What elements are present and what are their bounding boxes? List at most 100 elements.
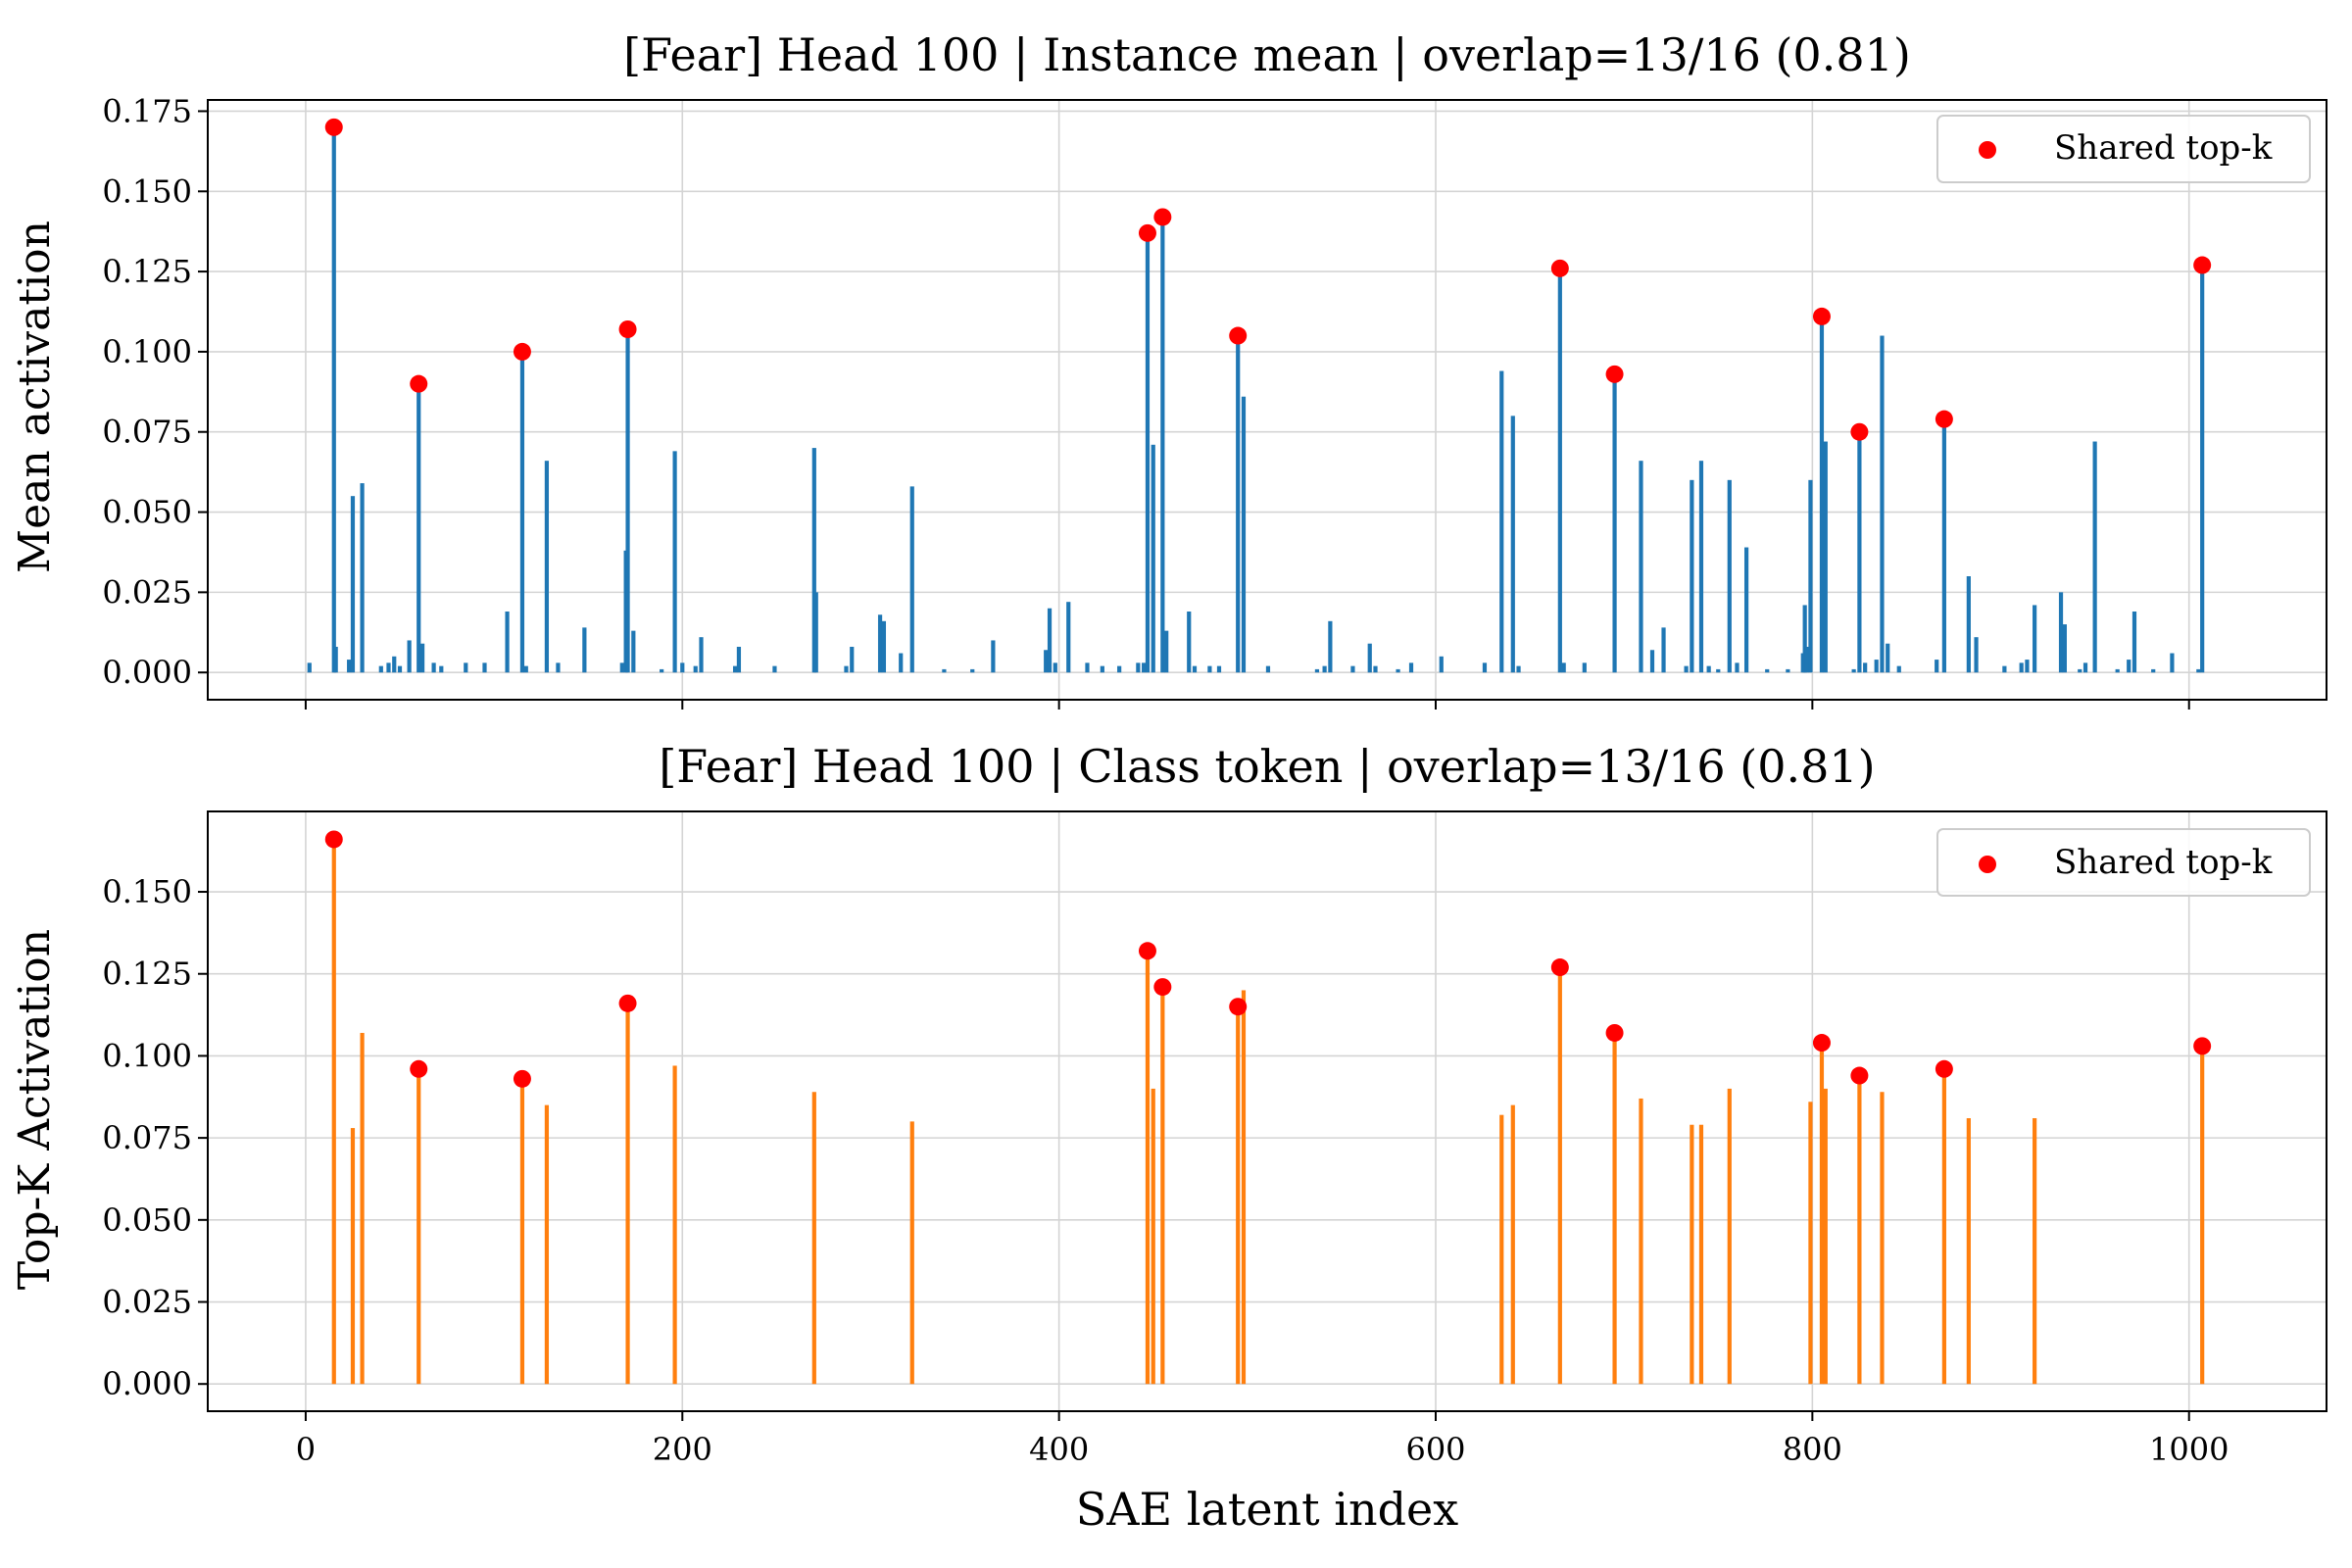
chart-title: [Fear] Head 100 | Class token | overlap=… <box>659 740 1875 793</box>
bar <box>1499 1114 1504 1385</box>
bar <box>1100 665 1104 673</box>
bar <box>1085 662 1090 673</box>
shared-topk-marker <box>1605 365 1624 383</box>
bar <box>1136 662 1141 673</box>
y-tick-label: 0.100 <box>102 333 192 370</box>
bar <box>1966 576 1971 673</box>
bar <box>1373 665 1378 673</box>
legend: Shared top-k <box>1936 828 2311 897</box>
bar <box>1880 1092 1885 1385</box>
bar <box>672 451 677 673</box>
bar <box>1863 662 1868 673</box>
bar <box>519 351 525 673</box>
bar <box>1236 1006 1241 1385</box>
bar <box>1265 665 1271 673</box>
bar <box>307 662 312 673</box>
bar <box>736 647 742 673</box>
bar <box>350 1128 356 1385</box>
bar <box>660 668 664 673</box>
bar <box>2092 441 2097 673</box>
x-tick-label: 200 <box>653 1431 712 1468</box>
y-tick-label: 0.025 <box>102 1284 192 1321</box>
bar <box>1735 662 1740 673</box>
bar <box>1874 660 1879 673</box>
shared-topk-marker <box>1138 223 1156 242</box>
shared-topk-marker <box>1229 326 1248 345</box>
x-tick-label: 0 <box>296 1431 316 1468</box>
y-tick-label: 0.000 <box>102 654 192 691</box>
shared-topk-marker <box>1812 307 1831 325</box>
x-tick-label: 800 <box>1783 1431 1842 1468</box>
bar <box>1561 662 1566 673</box>
bar <box>1510 416 1515 673</box>
bar <box>772 665 777 673</box>
bar <box>2025 660 2030 673</box>
bar <box>899 653 904 673</box>
bar <box>1582 662 1587 673</box>
bar <box>631 630 636 673</box>
bar <box>1612 373 1617 673</box>
bar <box>844 665 849 673</box>
bar <box>1044 650 1049 673</box>
bar <box>2132 612 2137 673</box>
bar <box>331 839 336 1385</box>
y-tick-label: 0.150 <box>102 172 192 210</box>
shared-topk-marker <box>2193 1037 2212 1055</box>
bar <box>1819 316 1825 673</box>
shared-topk-marker <box>618 320 637 338</box>
bar <box>1328 620 1333 673</box>
shared-topk-marker <box>1935 410 1953 428</box>
bar <box>2082 662 2088 673</box>
bar <box>1698 461 1704 673</box>
bar <box>1966 1118 1971 1385</box>
bar <box>1886 643 1890 673</box>
bar <box>1690 479 1694 673</box>
bar <box>397 665 403 673</box>
chart-title: [Fear] Head 100 | Instance mean | overla… <box>623 28 1911 81</box>
bar <box>1802 605 1807 673</box>
bar <box>1499 370 1504 673</box>
bar <box>970 668 975 673</box>
bar <box>1164 630 1169 673</box>
bar <box>1765 668 1770 673</box>
shared-topk-marker <box>1153 978 1172 997</box>
bar <box>1661 627 1666 673</box>
bar <box>360 483 365 673</box>
bar <box>1857 431 1862 673</box>
bar <box>2033 605 2037 673</box>
bar <box>2078 668 2082 673</box>
legend-box <box>1936 828 2311 897</box>
y-axis-ticks: 0.000 0.025 0.050 0.075 0.100 0.125 0.150 0.175 <box>102 92 208 691</box>
y-tick-label: 0.075 <box>102 414 192 451</box>
bar <box>519 1078 525 1385</box>
x-tick-label: 400 <box>1029 1431 1089 1468</box>
bar <box>1649 650 1655 673</box>
bar <box>1322 665 1327 673</box>
bar <box>523 665 528 673</box>
bar <box>1727 1088 1732 1385</box>
bar <box>1439 656 1444 673</box>
bar <box>877 614 883 673</box>
bar <box>2058 592 2064 673</box>
bar <box>331 126 336 673</box>
bar <box>556 662 561 673</box>
bar <box>544 1104 550 1385</box>
bar <box>347 660 352 673</box>
legend-box <box>1936 115 2311 183</box>
bar <box>386 662 391 673</box>
bar <box>360 1032 365 1385</box>
chart-instance-mean: [Fear] Head 100 | Instance mean | overla… <box>10 28 2328 710</box>
y-tick-label: 0.125 <box>102 956 192 993</box>
shared-topk-marker <box>1550 958 1569 977</box>
bar <box>991 640 996 673</box>
plot-frame <box>207 810 2328 1412</box>
bar <box>1145 951 1151 1385</box>
y-tick-label: 0.025 <box>102 573 192 611</box>
bar <box>482 662 487 673</box>
bar <box>1151 444 1155 673</box>
bar <box>1639 461 1643 673</box>
x-axis-ticks: 0 200 400 600 800 1000 <box>296 1411 2229 1468</box>
x-tick-label: 1000 <box>2149 1431 2229 1468</box>
